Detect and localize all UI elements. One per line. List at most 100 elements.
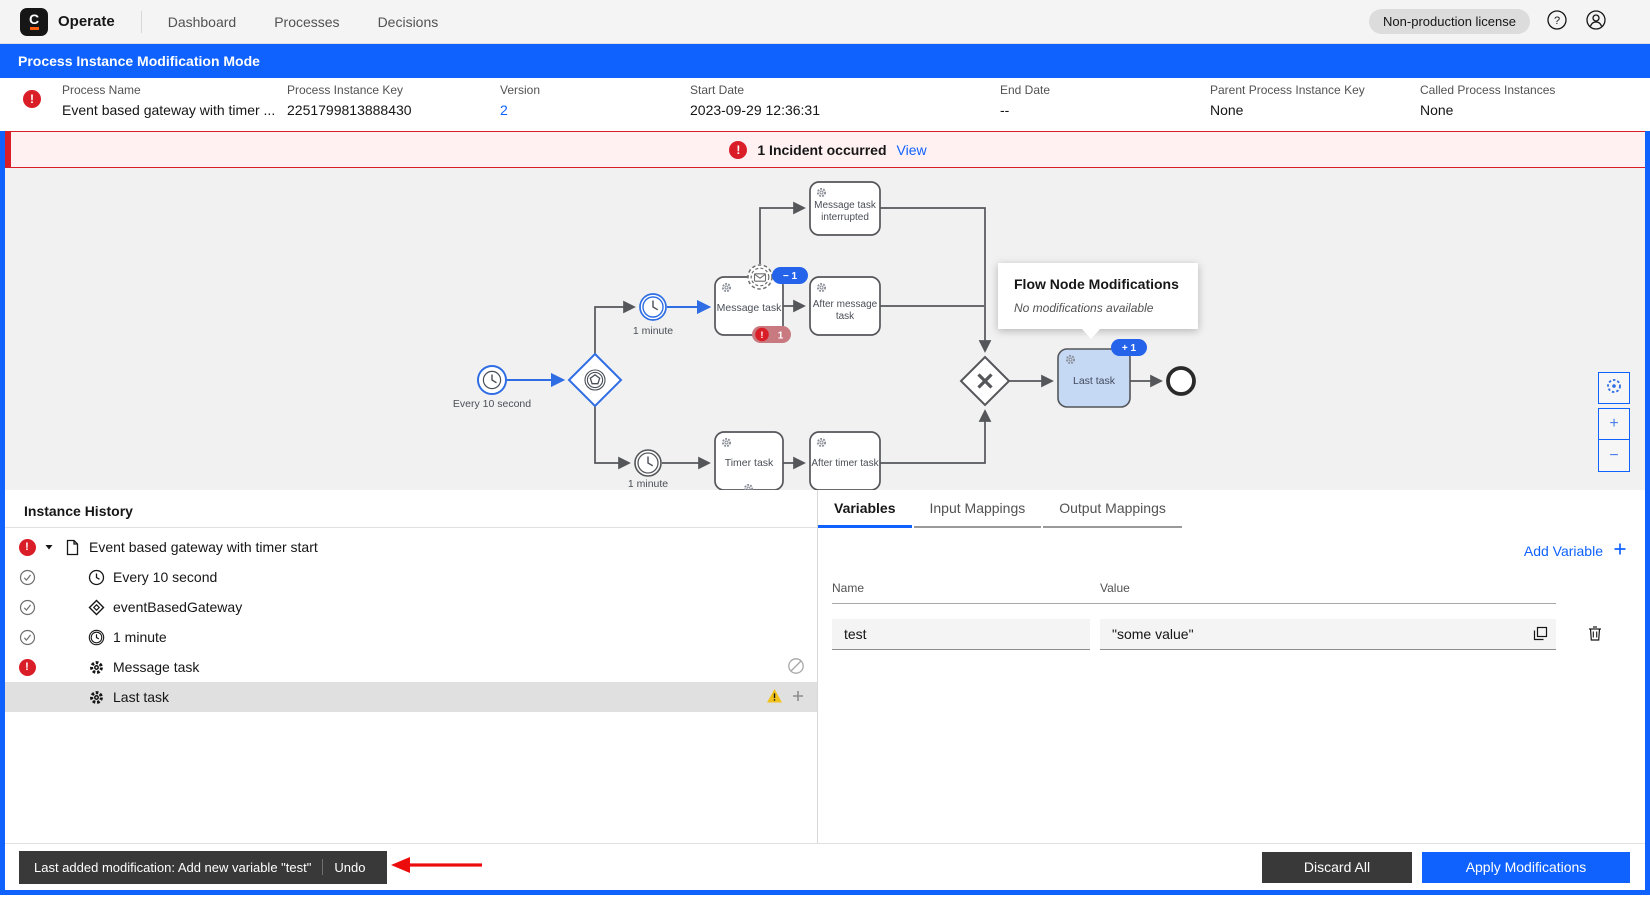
incident-state-icon: ! (18, 538, 36, 556)
instance-incident-icon: ! (23, 90, 41, 108)
end-event[interactable] (1166, 366, 1196, 396)
history-row-last-task[interactable]: Last task (5, 682, 817, 712)
incident-bar: ! 1 Incident occurred View (5, 131, 1645, 168)
add-variable-button[interactable]: Add Variable (1524, 542, 1627, 559)
camunda-logo[interactable]: C (20, 7, 48, 36)
undo-button[interactable]: Undo (334, 859, 366, 875)
start-event-every-10-second[interactable]: Every 10 second (453, 365, 531, 410)
task-after-message-task[interactable]: After message task (809, 276, 881, 336)
incident-state-icon: ! (18, 658, 36, 676)
task-after-timer-task[interactable]: After timer task (809, 431, 881, 490)
add-token-icon[interactable] (791, 689, 805, 706)
completed-state-icon (18, 568, 36, 586)
variable-name-input[interactable] (832, 619, 1090, 650)
incident-count-badge: ! 1 (752, 326, 791, 343)
intermediate-timer-event-bottom[interactable]: 1 minute (628, 449, 668, 490)
history-row-every-10-second[interactable]: Every 10 second (5, 562, 817, 592)
history-row-label: Every 10 second (113, 569, 218, 585)
sequence-flows (594, 201, 1163, 470)
svg-text:1 minute: 1 minute (633, 325, 673, 337)
red-annotation-arrow (389, 855, 484, 880)
incident-view-link[interactable]: View (896, 141, 927, 158)
license-badge: Non-production license (1369, 9, 1530, 34)
svg-text:interrupted: interrupted (821, 212, 869, 223)
reset-zoom-icon (1606, 378, 1622, 399)
variable-value-input[interactable] (1100, 619, 1556, 650)
instance-header: ! Process Name Event based gateway with … (0, 78, 1650, 131)
popover-body: No modifications available (1014, 301, 1154, 315)
popover-title: Flow Node Modifications (1014, 276, 1179, 292)
column-header-value: Value (1100, 581, 1130, 595)
help-button[interactable]: ? (1545, 10, 1569, 34)
task-message-task-interrupted[interactable]: Message task interrupted (809, 181, 881, 236)
task-message-task[interactable]: Message task (714, 276, 784, 336)
chevron-down-icon[interactable] (41, 541, 57, 553)
completed-state-icon (18, 628, 36, 646)
variables-table: Name Value (832, 581, 1645, 650)
zoom-out-button[interactable]: − (1598, 440, 1630, 472)
service-task-gear-icon (87, 688, 105, 706)
svg-text:1: 1 (778, 331, 784, 342)
variables-tabs: Variables Input Mappings Output Mappings (818, 490, 1645, 528)
history-row-label: 1 minute (113, 629, 167, 645)
svg-text:task: task (836, 311, 855, 322)
tab-output-mappings[interactable]: Output Mappings (1043, 490, 1182, 528)
column-header-name: Name (832, 581, 865, 595)
user-menu-button[interactable] (1584, 10, 1608, 34)
history-row-root[interactable]: ! Event based gateway with timer start (5, 532, 817, 562)
meta-process-instance-key: Process Instance Key 2251799813888430 (287, 83, 412, 118)
history-row-label: Event based gateway with timer start (89, 539, 318, 555)
variable-row (832, 619, 1645, 650)
toast-message: Last added modification: Add new variabl… (34, 859, 312, 875)
gateway-icon (87, 598, 105, 616)
svg-text:?: ? (1554, 15, 1560, 27)
process-icon (63, 538, 81, 556)
cancelled-token-badge: − 1 (772, 267, 808, 284)
task-last-task[interactable]: Last task (1057, 348, 1131, 408)
history-row-event-based-gateway[interactable]: eventBasedGateway (5, 592, 817, 622)
delete-variable-button[interactable] (1582, 622, 1608, 648)
active-sequence-flows (506, 299, 712, 388)
meta-parent-key: Parent Process Instance Key None (1210, 83, 1365, 118)
nav-link-dashboard[interactable]: Dashboard (167, 13, 237, 30)
svg-text:+ 1: + 1 (1122, 343, 1137, 354)
nav-link-decisions[interactable]: Decisions (377, 13, 439, 30)
history-row-label: Message task (113, 659, 200, 675)
svg-text:!: ! (760, 330, 763, 341)
modification-footer: Last added modification: Add new variabl… (5, 843, 1645, 890)
meta-start-date: Start Date 2023-09-29 12:36:31 (690, 83, 820, 118)
modification-mode-banner: Process Instance Modification Mode (0, 44, 1650, 78)
version-link[interactable]: 2 (500, 102, 508, 118)
boundary-message-event[interactable] (747, 264, 773, 290)
incident-bar-icon: ! (729, 140, 748, 159)
modification-mode-title: Process Instance Modification Mode (18, 53, 260, 69)
popover-pointer (1082, 329, 1100, 339)
svg-text:Timer task: Timer task (725, 457, 774, 469)
history-row-1-minute[interactable]: 1 minute (5, 622, 817, 652)
help-icon: ? (1546, 9, 1568, 34)
exclusive-gateway[interactable] (959, 355, 1011, 407)
event-based-gateway[interactable] (567, 352, 623, 408)
zoom-in-button[interactable]: + (1598, 408, 1630, 440)
bpmn-diagram: Every 10 second 1 minute Message task (5, 168, 1645, 490)
nav-link-processes[interactable]: Processes (274, 13, 340, 30)
history-row-label: Last task (113, 689, 170, 705)
discard-all-button[interactable]: Discard All (1262, 851, 1412, 883)
svg-text:After timer task: After timer task (811, 458, 879, 469)
task-timer-task[interactable]: Timer task (714, 431, 784, 490)
app-name: Operate (58, 13, 115, 30)
svg-text:− 1: − 1 (783, 271, 798, 282)
history-row-message-task[interactable]: ! Message task (5, 652, 817, 682)
apply-modifications-button[interactable]: Apply Modifications (1422, 851, 1630, 883)
tab-variables[interactable]: Variables (818, 490, 912, 528)
svg-text:After message: After message (813, 299, 878, 310)
intermediate-timer-event-top[interactable]: 1 minute (633, 293, 673, 337)
instance-history-panel: Instance History ! Event based gateway w… (5, 490, 818, 843)
instance-history-title: Instance History (5, 490, 817, 528)
completed-state-icon (18, 598, 36, 616)
tab-input-mappings[interactable]: Input Mappings (913, 490, 1042, 528)
copy-value-button[interactable] (1525, 620, 1555, 649)
meta-end-date: End Date -- (1000, 83, 1051, 118)
reset-diagram-button[interactable] (1598, 372, 1630, 404)
meta-called-instances: Called Process Instances None (1420, 83, 1556, 118)
